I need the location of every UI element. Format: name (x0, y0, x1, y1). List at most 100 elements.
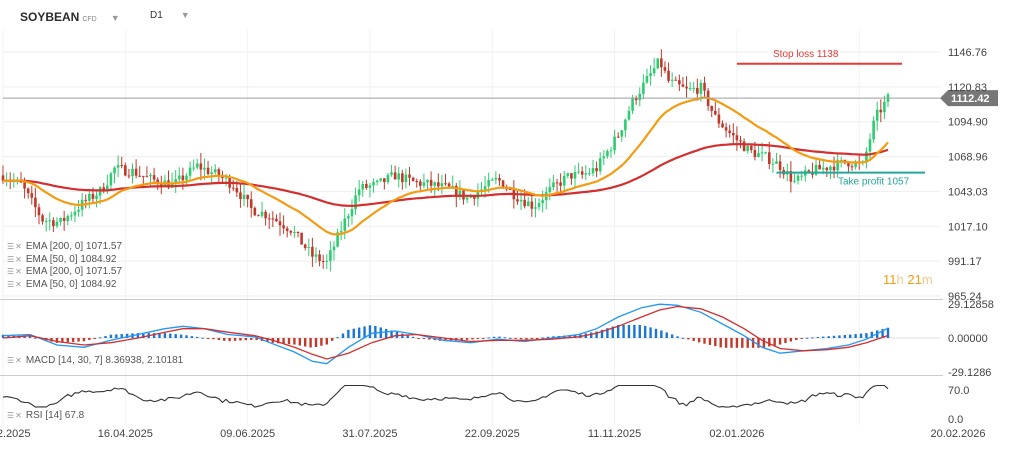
pane-divider[interactable] (0, 299, 943, 300)
candle-body (767, 152, 771, 164)
candle-body (145, 176, 149, 178)
candle-body (627, 110, 631, 120)
macd-histogram-bar (800, 338, 803, 339)
macd-histogram-bar (498, 336, 501, 338)
macd-histogram-bar (298, 338, 301, 346)
candle-body (854, 162, 857, 168)
candle-body (134, 168, 138, 176)
pane-divider[interactable] (0, 375, 943, 376)
candle-body (872, 120, 875, 140)
macd-histogram-bar (217, 338, 221, 341)
macd-histogram-bar (590, 332, 593, 338)
macd-histogram-bar (784, 338, 787, 344)
macd-histogram-bar (357, 327, 361, 338)
macd-histogram-bar (309, 338, 312, 348)
candle-body (332, 246, 336, 251)
candle-body (616, 136, 620, 138)
candle-body (188, 167, 192, 176)
candle-body (55, 221, 59, 227)
macd-histogram-bar (482, 338, 485, 339)
candle-body (595, 168, 598, 172)
settings-close-icon[interactable]: ☰✕ (7, 356, 23, 365)
candle-body (447, 183, 451, 187)
candle-body (458, 190, 462, 198)
macd-histogram-bar (433, 338, 436, 341)
candle-body (300, 232, 303, 245)
candle-body (174, 179, 177, 183)
candle-body (516, 199, 519, 202)
candle-body (116, 165, 120, 168)
candle-body (537, 202, 541, 208)
settings-close-icon[interactable]: ☰✕ (7, 267, 23, 276)
macd-histogram-bar (870, 331, 874, 338)
date-tick-label: 11.11.2025 (588, 428, 641, 440)
macd-histogram-bar (250, 338, 253, 340)
candle-timer: 11h 21m (883, 272, 933, 287)
timeframe-selector[interactable]: D1 ▼ (150, 10, 190, 21)
macd-histogram-bar (741, 338, 744, 348)
candle-body (865, 151, 868, 163)
candle-body (368, 185, 372, 188)
macd-histogram-bar (465, 338, 469, 340)
candle-body (271, 218, 275, 220)
candle-body (757, 153, 760, 158)
macd-histogram-bar (23, 336, 26, 338)
candle-body (336, 232, 339, 247)
candle-body (652, 68, 656, 74)
ema-200-line (3, 142, 889, 208)
macd-histogram-bar (82, 338, 86, 342)
candle-body (602, 156, 606, 159)
candle-body (703, 82, 706, 91)
candle-body (591, 168, 595, 174)
macd-tick-label: 29.12858 (948, 299, 994, 311)
candle-body (883, 101, 886, 113)
macd-histogram-bar (838, 335, 841, 338)
macd-histogram-bar (703, 338, 706, 344)
indicator-row[interactable]: ☰✕ EMA [200, 0] 1071.57 (7, 241, 122, 254)
settings-close-icon[interactable]: ☰✕ (7, 254, 23, 264)
candle-body (839, 159, 843, 161)
candle-body (231, 187, 235, 189)
indicator-row[interactable]: ☰✕ EMA [50, 0] 1084.92 (7, 254, 122, 267)
macd-histogram-bar (768, 338, 771, 347)
candle-body (678, 80, 681, 85)
indicator-row[interactable]: ☰✕ EMA [50, 0] 1084.92 (7, 279, 122, 292)
settings-close-icon[interactable]: ☰✕ (7, 242, 23, 251)
candle-body (879, 109, 883, 113)
macd-histogram-bar (881, 329, 884, 338)
rsi-legend-label: RSI [14] 67.8 (25, 410, 85, 421)
candle-body (775, 161, 778, 164)
candle-body (836, 160, 839, 171)
settings-close-icon[interactable]: ☰✕ (7, 279, 23, 289)
candle-body (642, 82, 645, 94)
candle-body (649, 73, 652, 76)
rsi-legend[interactable]: ☰✕ RSI [14] 67.8 (7, 410, 84, 423)
candle-body (508, 189, 512, 191)
candle-body (127, 175, 131, 177)
candle-body (224, 177, 228, 179)
candle-body (239, 192, 242, 199)
price-tick-label: 1043.03 (948, 186, 988, 198)
indicator-row[interactable]: ☰✕ EMA [200, 0] 1071.57 (7, 266, 122, 279)
settings-close-icon[interactable]: ☰✕ (7, 411, 23, 420)
macd-histogram-bar (509, 337, 512, 339)
candle-body (868, 139, 872, 152)
candle-body (415, 181, 419, 183)
candle-body (573, 171, 577, 179)
candle-body (825, 167, 829, 171)
macd-histogram-bar (233, 338, 237, 341)
candle-body (530, 201, 534, 209)
macd-histogram-bar (282, 338, 285, 344)
candle-body (34, 197, 37, 208)
macd-histogram-bar (411, 336, 415, 338)
symbol-selector[interactable]: SOYBEAN CFD ▼ (20, 10, 120, 24)
macd-histogram-bar (692, 338, 695, 341)
price-tick-label: 1017.10 (948, 221, 988, 233)
macd-histogram-bar (681, 337, 685, 339)
macd-legend[interactable]: ☰✕ MACD [14, 30, 7] 8.36938, 2.10181 (7, 355, 183, 368)
macd-histogram-bar (120, 334, 123, 338)
candle-body (437, 182, 440, 187)
candle-body (519, 199, 523, 202)
macd-histogram-bar (670, 334, 674, 338)
